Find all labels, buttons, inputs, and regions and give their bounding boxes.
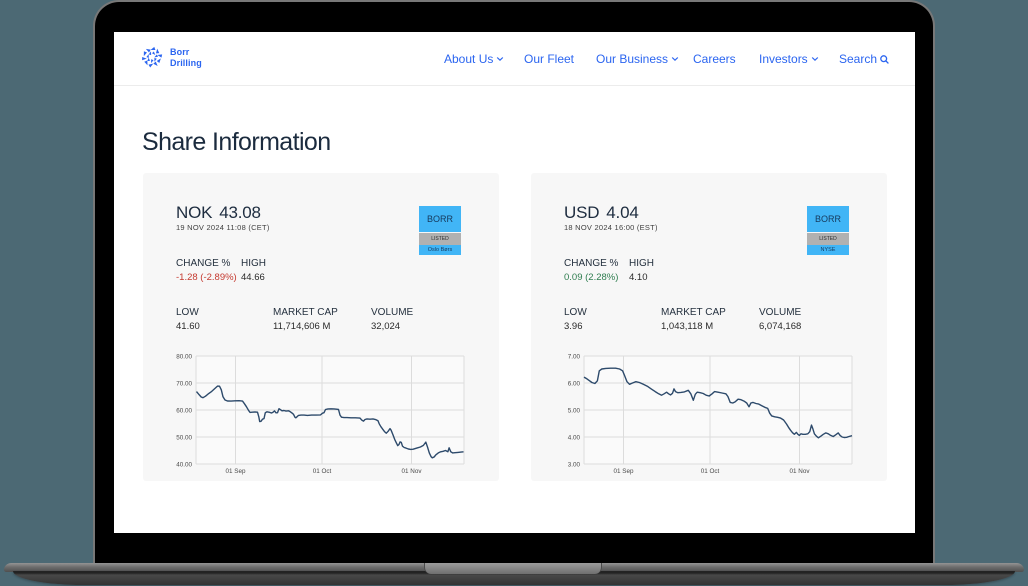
svg-text:01 Oct: 01 Oct — [313, 468, 332, 475]
svg-text:01 Oct: 01 Oct — [701, 468, 720, 475]
svg-text:60.00: 60.00 — [176, 408, 192, 415]
svg-text:3.00: 3.00 — [568, 462, 581, 469]
svg-text:01 Nov: 01 Nov — [790, 468, 811, 475]
svg-text:4.00: 4.00 — [568, 435, 581, 442]
svg-text:6.00: 6.00 — [568, 381, 581, 388]
svg-text:01 Sep: 01 Sep — [614, 468, 634, 475]
svg-text:01 Sep: 01 Sep — [226, 468, 246, 475]
svg-text:70.00: 70.00 — [176, 381, 192, 388]
svg-text:50.00: 50.00 — [176, 435, 192, 442]
svg-text:5.00: 5.00 — [568, 408, 581, 415]
svg-text:01 Nov: 01 Nov — [402, 468, 423, 475]
svg-text:40.00: 40.00 — [176, 462, 192, 469]
svg-text:7.00: 7.00 — [568, 354, 581, 361]
svg-text:80.00: 80.00 — [176, 354, 192, 361]
